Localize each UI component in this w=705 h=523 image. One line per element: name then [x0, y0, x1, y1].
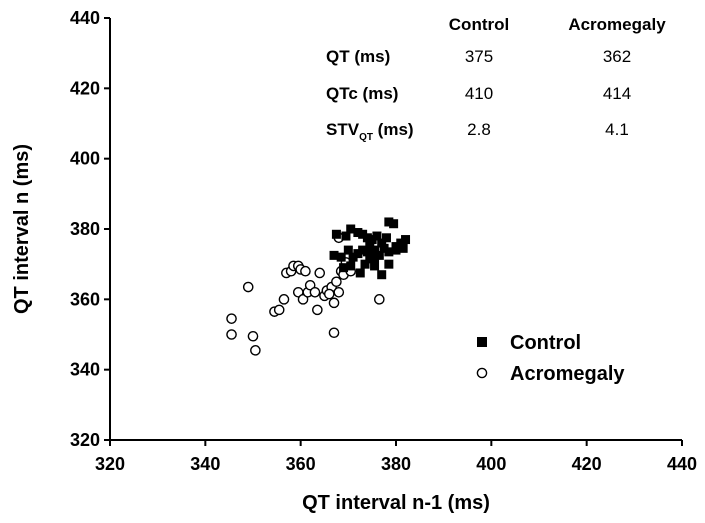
summary-table: Control Acromegaly QT (ms) 375 362 QTc (…: [326, 15, 666, 143]
control-point: [358, 229, 368, 239]
control-point: [339, 263, 349, 273]
acromegaly-point: [374, 294, 385, 305]
acromegaly-point: [242, 281, 254, 293]
acromegaly-point: [331, 276, 342, 288]
legend-acromegaly-label: Acromegaly: [510, 363, 625, 385]
control-point: [370, 252, 380, 262]
x-axis-title: QT interval n-1 (ms): [302, 492, 490, 514]
control-point: [362, 233, 372, 243]
row-label-subscript: QT: [359, 132, 373, 143]
acromegaly-point: [328, 297, 340, 309]
x-tick-label: 340: [190, 454, 220, 474]
table-cell-qt-control: 375: [465, 47, 493, 66]
row-label-rest: (ms): [350, 47, 391, 66]
y-axis-title: QT interval n (ms): [11, 144, 33, 314]
control-point: [336, 252, 346, 262]
row-label-main: QT: [326, 47, 350, 66]
legend-control-marker: [477, 337, 487, 347]
y-tick-label: 380: [70, 219, 100, 239]
control-point: [396, 238, 406, 248]
y-tick-label: 420: [70, 78, 100, 98]
table-cell-qt-acromegaly: 362: [603, 47, 631, 66]
control-point: [365, 238, 375, 248]
control-point: [370, 261, 380, 271]
acromegaly-point: [250, 345, 261, 356]
y-tick-label: 320: [70, 430, 100, 450]
control-point: [384, 259, 394, 269]
acromegaly-point: [278, 294, 290, 305]
table-cell-stv-acromegaly: 4.1: [605, 120, 629, 139]
x-tick-label: 400: [476, 454, 506, 474]
table-row-label-stv: STVQT (ms): [326, 120, 414, 143]
acromegaly-point: [300, 265, 311, 277]
control-point: [353, 228, 363, 238]
acromegaly-point: [226, 329, 237, 340]
x-tick-label: 360: [286, 454, 316, 474]
control-point: [346, 261, 356, 271]
table-row-label-qtc: QTc (ms): [326, 84, 398, 103]
x-tick-label: 380: [381, 454, 411, 474]
control-point: [362, 247, 372, 257]
control-point: [365, 254, 375, 264]
control-point: [389, 219, 399, 229]
y-tick-label: 360: [70, 289, 100, 309]
control-point: [384, 217, 394, 227]
acromegaly-point: [273, 304, 285, 316]
table-row-label-qt: QT (ms): [326, 47, 390, 66]
table-header-acromegaly: Acromegaly: [568, 15, 666, 34]
legend: Control Acromegaly: [476, 332, 625, 385]
acromegaly-point: [333, 286, 345, 298]
x-tick-label: 440: [667, 454, 697, 474]
control-point: [374, 250, 384, 260]
control-point: [331, 229, 341, 239]
control-point: [401, 235, 411, 245]
control-point: [381, 233, 391, 243]
control-point: [372, 231, 382, 241]
control-point: [346, 224, 356, 234]
control-point: [360, 259, 370, 269]
acromegaly-point: [309, 286, 321, 298]
control-point: [348, 252, 358, 262]
acromegaly-point: [297, 294, 309, 305]
y-tick-label: 440: [70, 8, 100, 28]
control-point: [358, 245, 368, 255]
acromegaly-point: [226, 313, 237, 324]
y-tick-label: 340: [70, 360, 100, 380]
control-point: [355, 268, 365, 278]
acromegaly-point: [328, 327, 340, 339]
row-label-main: STV: [326, 120, 360, 139]
table-cell-qtc-acromegaly: 414: [603, 84, 631, 103]
data-points: [226, 217, 411, 356]
control-point: [341, 231, 351, 241]
control-point: [379, 243, 389, 253]
table-cell-stv-control: 2.8: [467, 120, 491, 139]
acromegaly-point: [312, 304, 323, 316]
control-point: [353, 249, 363, 259]
x-tick-label: 320: [95, 454, 125, 474]
control-point: [398, 243, 408, 253]
legend-control-label: Control: [510, 332, 581, 354]
y-tick-label: 400: [70, 149, 100, 169]
control-point: [370, 245, 380, 255]
x-tick-label: 420: [572, 454, 602, 474]
control-point: [391, 245, 401, 255]
row-label-rest: (ms): [373, 120, 414, 139]
table-cell-qtc-control: 410: [465, 84, 493, 103]
control-point: [343, 245, 353, 255]
acromegaly-point: [323, 288, 335, 300]
acromegaly-point: [314, 267, 326, 279]
control-point: [377, 270, 387, 280]
y-ticks: 320 340 360 380 400 420 440: [70, 8, 110, 450]
legend-acromegaly-marker: [476, 367, 488, 379]
acromegaly-point: [304, 279, 316, 291]
table-header-control: Control: [449, 15, 509, 34]
x-ticks: 320 340 360 380 400 420 440: [95, 440, 697, 474]
control-point: [384, 247, 394, 257]
row-label-main: QTc: [326, 84, 358, 103]
control-point: [377, 238, 387, 248]
acromegaly-point: [247, 330, 259, 342]
control-point: [329, 250, 339, 260]
row-label-rest: (ms): [358, 84, 399, 103]
